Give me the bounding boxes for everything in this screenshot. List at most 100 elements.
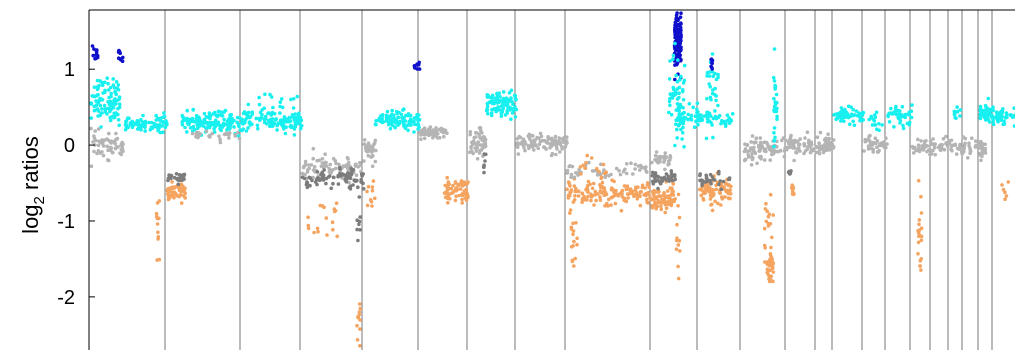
data-point-loss <box>355 338 360 342</box>
data-point-neutral <box>873 141 877 145</box>
data-point-gain <box>380 117 385 121</box>
data-point-loss <box>609 203 613 207</box>
data-point-gain <box>235 120 239 125</box>
data-point-gain <box>699 113 703 117</box>
data-point-neutral <box>366 154 371 158</box>
data-point-loss-dark <box>358 228 362 232</box>
data-point-neutral <box>752 141 757 145</box>
data-point-gain <box>117 95 122 99</box>
data-point-gain <box>96 107 100 112</box>
data-point-loss <box>643 186 647 190</box>
data-point-neutral <box>237 136 242 141</box>
data-point-loss <box>919 211 924 215</box>
data-point-loss-dark <box>346 174 350 179</box>
data-point-neutral <box>749 140 753 144</box>
data-point-gain <box>692 125 697 129</box>
data-point-gain <box>711 135 715 140</box>
data-point-gain <box>275 123 280 128</box>
data-point-neutral <box>871 150 875 154</box>
data-point-loss <box>674 247 679 251</box>
data-point-gain <box>290 125 294 129</box>
data-point-neutral <box>944 141 948 146</box>
data-point-neutral <box>307 163 311 167</box>
data-point-loss <box>632 194 636 198</box>
data-point-neutral <box>602 168 606 172</box>
data-point-gain <box>772 131 776 135</box>
data-point-loss <box>593 189 598 194</box>
data-point-gain <box>489 111 494 115</box>
data-point-gain <box>266 111 270 116</box>
data-point-gain <box>113 97 117 101</box>
data-point-neutral <box>113 146 118 151</box>
data-point-neutral <box>476 140 481 144</box>
data-point-high-gain <box>673 26 677 30</box>
data-point-neutral <box>565 135 569 139</box>
data-point-gain <box>713 109 717 113</box>
data-point-gain <box>394 109 399 114</box>
data-point-loss <box>1003 197 1007 201</box>
data-point-neutral <box>553 139 557 143</box>
data-point-loss <box>357 313 362 317</box>
data-point-gain <box>494 109 499 114</box>
data-point-neutral <box>749 163 754 167</box>
data-point-loss-dark <box>318 178 322 183</box>
data-point-gain <box>772 138 777 143</box>
data-point-loss <box>573 256 577 261</box>
data-point-loss <box>709 203 713 207</box>
data-point-loss <box>166 192 170 196</box>
data-point-loss-dark <box>320 172 325 177</box>
data-point-gain <box>118 102 122 106</box>
data-point-gain <box>1002 119 1006 123</box>
data-point-neutral <box>881 143 885 148</box>
data-point-gain <box>856 114 860 118</box>
data-point-high-gain <box>90 44 95 48</box>
data-point-gain <box>289 97 293 102</box>
data-point-gain <box>682 63 687 68</box>
data-point-gain <box>207 121 211 125</box>
data-point-neutral <box>949 138 954 143</box>
data-points <box>89 11 1015 348</box>
data-point-loss-dark <box>670 173 674 178</box>
data-point-gain <box>909 115 914 120</box>
data-point-loss <box>676 192 681 197</box>
data-point-loss-dark <box>177 173 182 177</box>
data-point-neutral <box>227 136 231 140</box>
data-point-gain <box>245 116 249 120</box>
data-point-gain <box>149 120 154 125</box>
data-point-loss <box>708 197 713 201</box>
data-point-gain <box>123 127 128 132</box>
data-point-gain <box>216 109 221 114</box>
data-point-gain <box>674 73 678 78</box>
data-point-gain <box>374 122 378 127</box>
data-point-neutral <box>538 139 543 144</box>
data-point-gain <box>507 98 511 102</box>
data-point-gain <box>910 103 914 107</box>
data-point-loss <box>657 189 661 194</box>
data-point-gain <box>901 123 905 128</box>
data-point-gain <box>835 112 839 116</box>
data-point-loss <box>176 185 181 190</box>
data-point-neutral <box>478 136 482 140</box>
data-point-neutral <box>356 165 361 169</box>
data-point-high-gain <box>710 67 714 71</box>
data-point-loss <box>669 199 674 203</box>
data-point-neutral <box>373 138 378 143</box>
data-point-gain <box>128 121 133 125</box>
data-point-loss-dark <box>181 177 185 182</box>
data-point-gain <box>842 119 846 123</box>
data-point-neutral <box>617 168 621 173</box>
data-point-gain <box>877 128 881 133</box>
data-point-gain <box>298 115 303 120</box>
data-point-gain <box>240 128 244 133</box>
data-point-loss-dark <box>721 179 726 184</box>
data-point-neutral <box>434 126 438 130</box>
data-point-loss <box>465 193 470 198</box>
data-point-gain <box>185 130 189 134</box>
data-point-gain <box>869 114 873 119</box>
data-point-gain <box>506 106 510 110</box>
data-point-gain <box>201 124 206 128</box>
data-point-loss <box>918 264 922 268</box>
data-point-gain <box>716 103 720 108</box>
data-point-gain <box>406 128 410 133</box>
data-point-loss <box>172 196 176 200</box>
